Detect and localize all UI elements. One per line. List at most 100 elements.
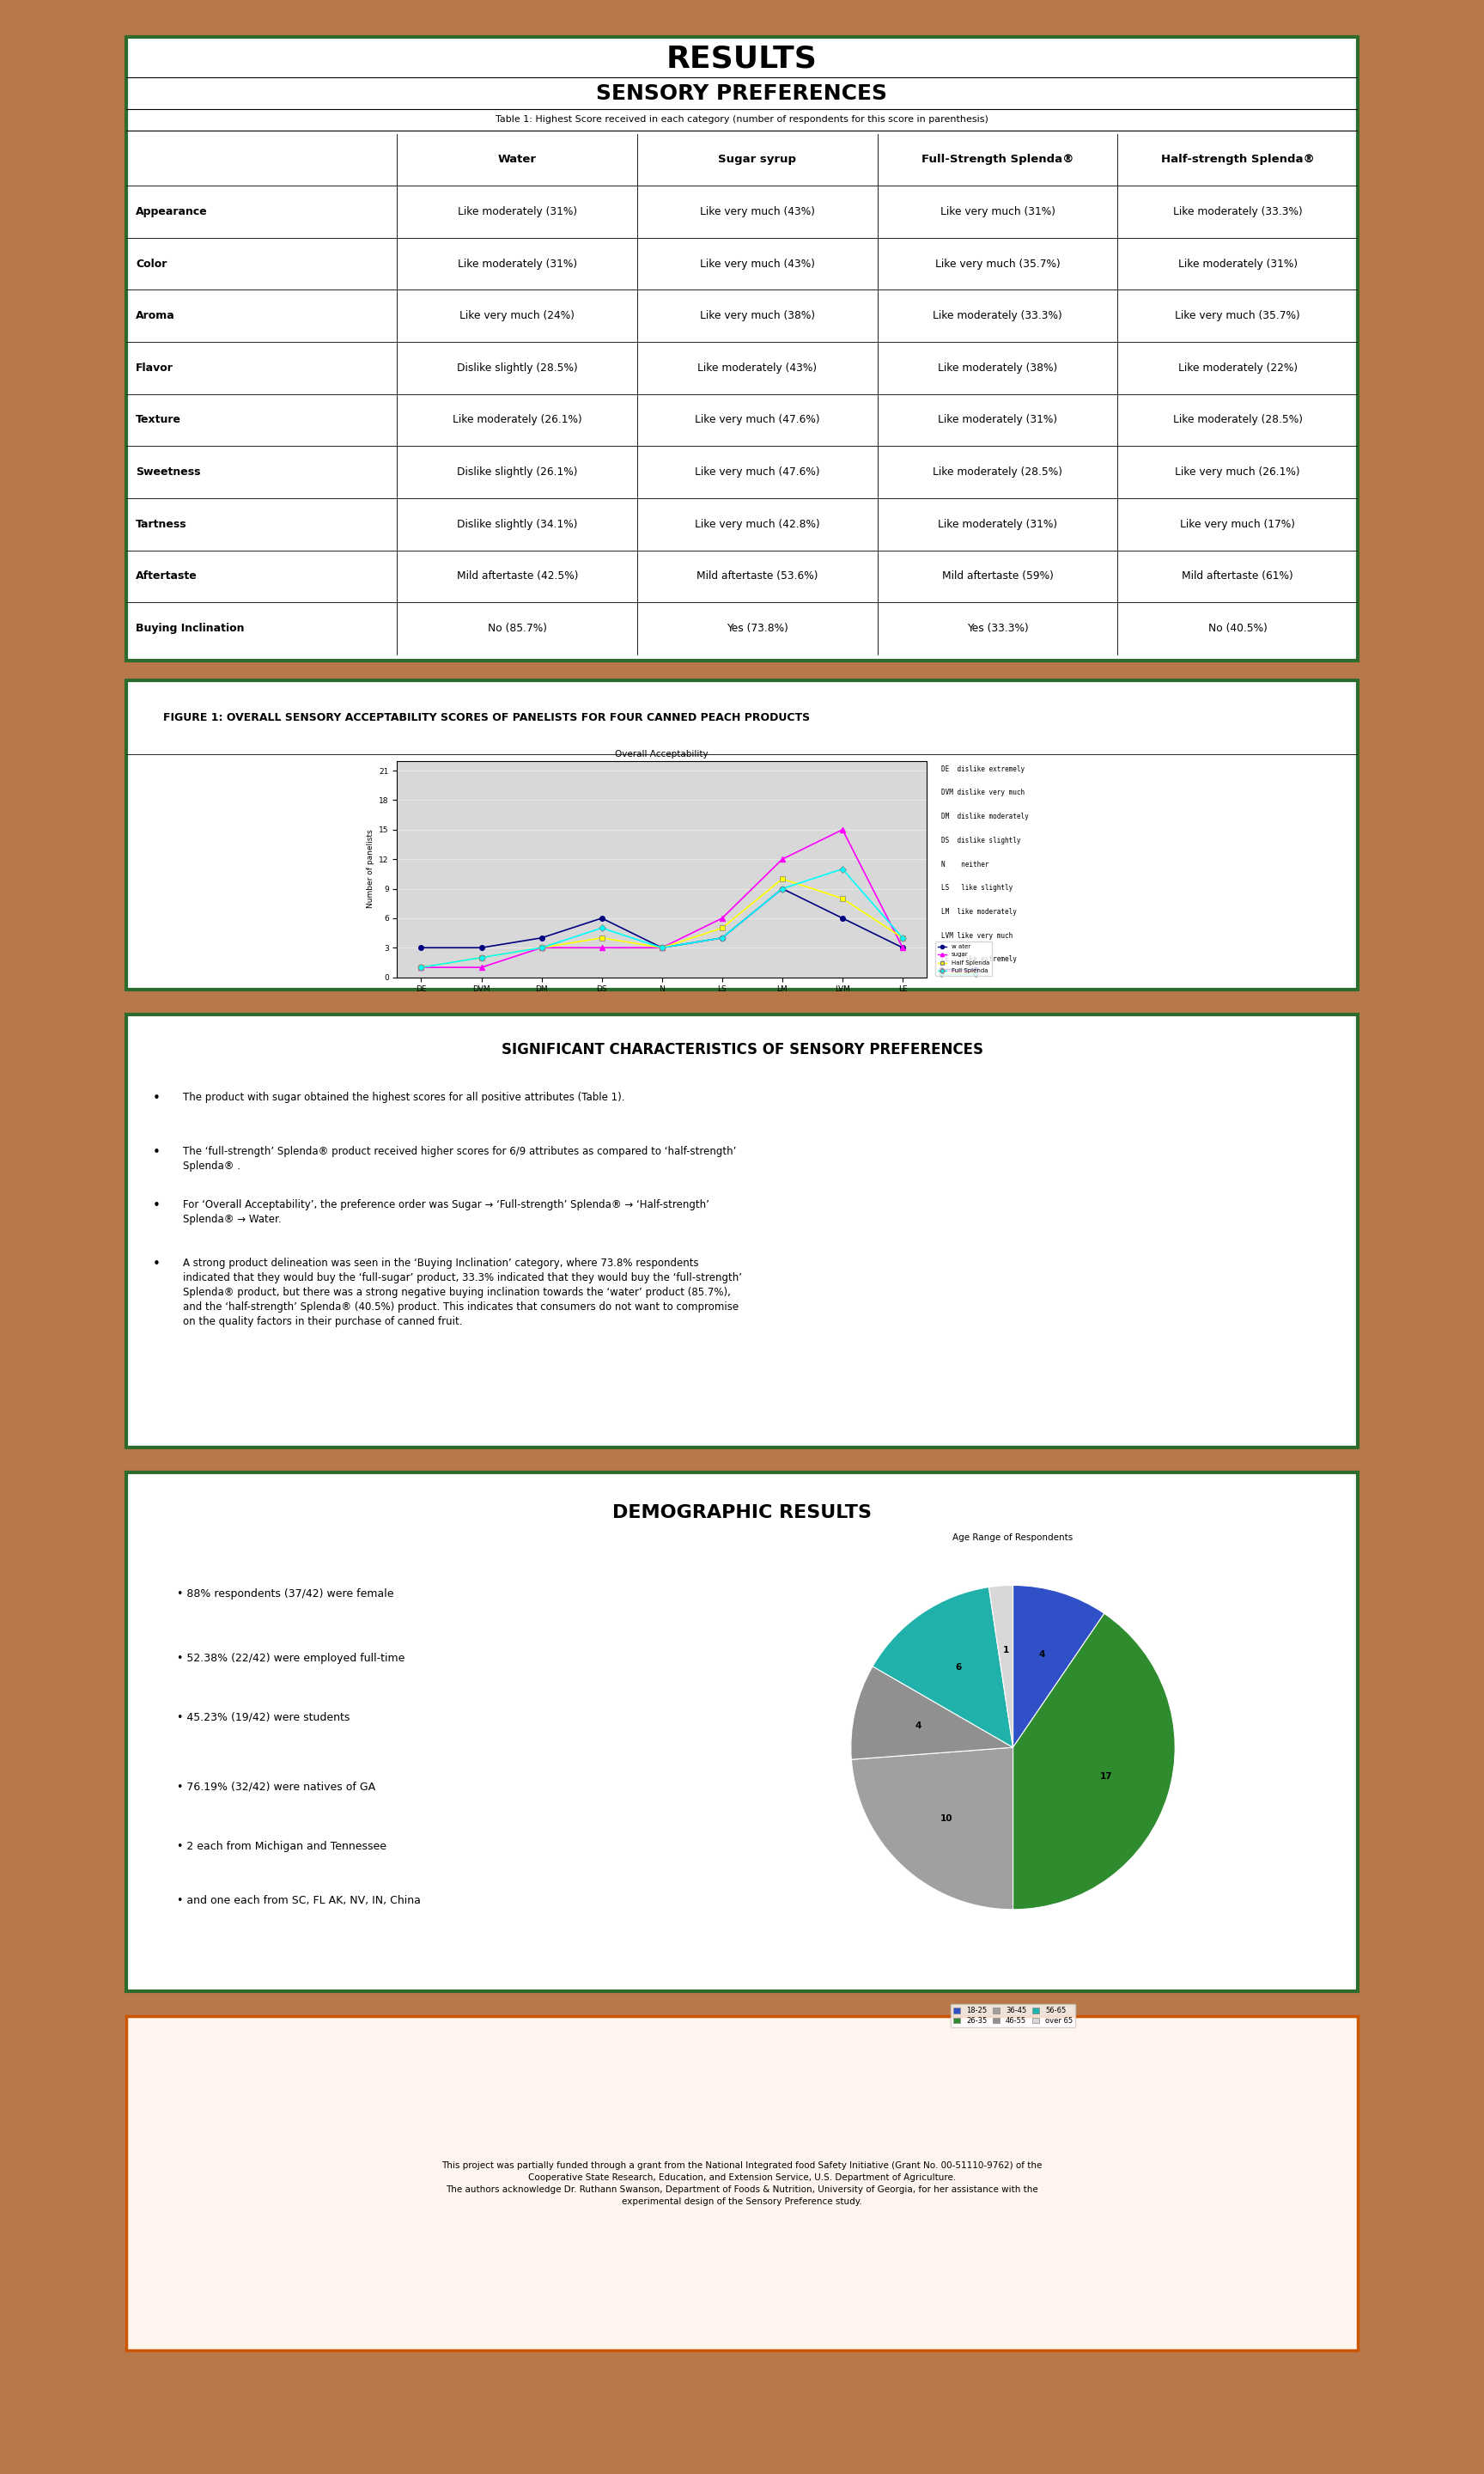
sugar [773, 844, 791, 873]
Text: Yes (33.3%): Yes (33.3%) [966, 623, 1028, 633]
Text: A strong product delineation was seen in the ‘Buying Inclination’ category, wher: A strong product delineation was seen in… [183, 1257, 742, 1326]
FancyBboxPatch shape [126, 1014, 1358, 1447]
Text: Mild aftertaste (53.6%): Mild aftertaste (53.6%) [696, 571, 818, 581]
Full Splenda [533, 933, 551, 962]
Text: Buying Inclination: Buying Inclination [137, 623, 245, 633]
Wedge shape [1014, 1586, 1104, 1747]
w ater [773, 873, 791, 903]
Text: Like moderately (43%): Like moderately (43%) [697, 361, 818, 374]
Wedge shape [852, 1747, 1014, 1910]
Full Splenda [413, 952, 430, 982]
Half Splenda [834, 883, 852, 913]
FancyBboxPatch shape [126, 37, 1358, 661]
Text: LE   like extremely: LE like extremely [941, 955, 1017, 962]
Text: • 88% respondents (37/42) were female: • 88% respondents (37/42) were female [177, 1588, 393, 1601]
Line: Half Splenda: Half Splenda [418, 876, 905, 970]
Half Splenda [472, 943, 490, 972]
Text: Like moderately (38%): Like moderately (38%) [938, 361, 1058, 374]
Text: Like very much (35.7%): Like very much (35.7%) [935, 257, 1060, 270]
sugar [653, 933, 671, 962]
Text: Like moderately (33.3%): Like moderately (33.3%) [1172, 205, 1303, 218]
Text: Water: Water [499, 153, 537, 166]
Text: Like moderately (28.5%): Like moderately (28.5%) [1172, 416, 1303, 426]
sugar [834, 814, 852, 844]
Full Splenda [653, 933, 671, 962]
Text: • 52.38% (22/42) were employed full-time: • 52.38% (22/42) were employed full-time [177, 1653, 405, 1665]
Text: Like very much (31%): Like very much (31%) [939, 205, 1055, 218]
Text: Like very much (47.6%): Like very much (47.6%) [695, 468, 821, 477]
sugar [472, 952, 490, 982]
Text: DM  dislike moderately: DM dislike moderately [941, 811, 1028, 821]
Text: Like moderately (31%): Like moderately (31%) [457, 257, 577, 270]
Wedge shape [1014, 1613, 1175, 1910]
Text: DS  dislike slightly: DS dislike slightly [941, 836, 1021, 844]
w ater [592, 903, 610, 933]
Text: Yes (73.8%): Yes (73.8%) [727, 623, 788, 633]
Text: Like moderately (26.1%): Like moderately (26.1%) [453, 416, 582, 426]
Half Splenda [592, 923, 610, 952]
Text: Half-strength Splenda®: Half-strength Splenda® [1160, 153, 1315, 166]
Text: Mild aftertaste (59%): Mild aftertaste (59%) [942, 571, 1054, 581]
Text: 10: 10 [941, 1813, 953, 1823]
Text: Like moderately (31%): Like moderately (31%) [938, 520, 1057, 529]
Legend: w ater, sugar, Half Splenda, Full Splenda: w ater, sugar, Half Splenda, Full Splend… [935, 943, 991, 977]
Text: LS   like slightly: LS like slightly [941, 883, 1012, 891]
w ater [834, 903, 852, 933]
Text: Like moderately (31%): Like moderately (31%) [1178, 257, 1297, 270]
FancyBboxPatch shape [126, 2016, 1358, 2350]
Text: •: • [153, 1257, 160, 1269]
Text: 4: 4 [916, 1722, 922, 1729]
Text: No (40.5%): No (40.5%) [1208, 623, 1267, 633]
Text: Color: Color [137, 257, 168, 270]
Full Splenda [714, 923, 732, 952]
w ater [714, 923, 732, 952]
Text: For ‘Overall Acceptability’, the preference order was Sugar → ‘Full-strength’ Sp: For ‘Overall Acceptability’, the prefere… [183, 1200, 709, 1225]
Text: Like very much (17%): Like very much (17%) [1180, 520, 1296, 529]
Y-axis label: Number of panelists: Number of panelists [367, 829, 374, 908]
Text: Like very much (43%): Like very much (43%) [700, 205, 815, 218]
Wedge shape [850, 1667, 1014, 1759]
Text: • 2 each from Michigan and Tennessee: • 2 each from Michigan and Tennessee [177, 1841, 387, 1853]
Half Splenda [714, 913, 732, 943]
Wedge shape [988, 1586, 1014, 1747]
Half Splenda [653, 933, 671, 962]
Text: LM  like moderately: LM like moderately [941, 908, 1017, 915]
Text: Mild aftertaste (42.5%): Mild aftertaste (42.5%) [457, 571, 577, 581]
Text: DVM dislike very much: DVM dislike very much [941, 789, 1024, 797]
FancyBboxPatch shape [126, 680, 1358, 990]
Text: Like moderately (31%): Like moderately (31%) [938, 416, 1057, 426]
Text: Dislike slightly (28.5%): Dislike slightly (28.5%) [457, 361, 577, 374]
Text: Dislike slightly (26.1%): Dislike slightly (26.1%) [457, 468, 577, 477]
Text: • and one each from SC, FL AK, NV, IN, China: • and one each from SC, FL AK, NV, IN, C… [177, 1895, 421, 1907]
Text: The ‘full-strength’ Splenda® product received higher scores for 6/9 attributes a: The ‘full-strength’ Splenda® product rec… [183, 1145, 736, 1173]
Text: FIGURE 1: OVERALL SENSORY ACCEPTABILITY SCORES OF PANELISTS FOR FOUR CANNED PEAC: FIGURE 1: OVERALL SENSORY ACCEPTABILITY … [163, 713, 810, 722]
Text: Aftertaste: Aftertaste [137, 571, 197, 581]
Text: 17: 17 [1100, 1771, 1112, 1781]
Text: Like very much (43%): Like very much (43%) [700, 257, 815, 270]
Text: 6: 6 [956, 1663, 962, 1672]
w ater [472, 933, 490, 962]
Text: DEMOGRAPHIC RESULTS: DEMOGRAPHIC RESULTS [613, 1504, 871, 1522]
Text: Like moderately (33.3%): Like moderately (33.3%) [933, 309, 1063, 322]
Text: Texture: Texture [137, 416, 181, 426]
Half Splenda [893, 923, 911, 952]
Legend: 18-25, 26-35, 36-45, 46-55, 56-65, over 65: 18-25, 26-35, 36-45, 46-55, 56-65, over … [950, 2004, 1076, 2029]
Text: • 76.19% (32/42) were natives of GA: • 76.19% (32/42) were natives of GA [177, 1781, 375, 1794]
Text: • 45.23% (19/42) were students: • 45.23% (19/42) were students [177, 1712, 350, 1724]
Text: 4: 4 [1039, 1650, 1045, 1658]
w ater [653, 933, 671, 962]
sugar [533, 933, 551, 962]
Text: Dislike slightly (34.1%): Dislike slightly (34.1%) [457, 520, 577, 529]
Text: Tartness: Tartness [137, 520, 187, 529]
Title: Age Range of Respondents: Age Range of Respondents [953, 1534, 1073, 1541]
Text: Like moderately (28.5%): Like moderately (28.5%) [933, 468, 1063, 477]
sugar [413, 952, 430, 982]
Full Splenda [592, 913, 610, 943]
Text: Sweetness: Sweetness [137, 468, 200, 477]
Text: Like moderately (22%): Like moderately (22%) [1178, 361, 1297, 374]
Text: The product with sugar obtained the highest scores for all positive attributes (: The product with sugar obtained the high… [183, 1091, 625, 1103]
Text: Full-Strength Splenda®: Full-Strength Splenda® [922, 153, 1074, 166]
w ater [413, 933, 430, 962]
sugar [893, 933, 911, 962]
Text: Like very much (26.1%): Like very much (26.1%) [1175, 468, 1300, 477]
